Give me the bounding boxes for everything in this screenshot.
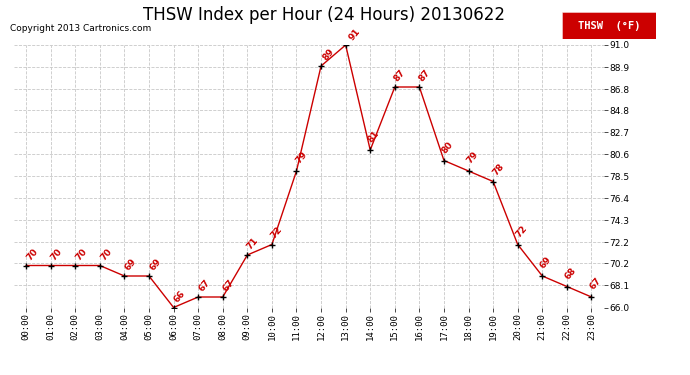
Text: 70: 70 <box>74 246 89 262</box>
Text: 67: 67 <box>221 278 237 293</box>
Text: Copyright 2013 Cartronics.com: Copyright 2013 Cartronics.com <box>10 24 152 33</box>
Text: 79: 79 <box>294 150 309 166</box>
Text: 69: 69 <box>539 255 553 271</box>
Text: 87: 87 <box>393 68 407 83</box>
Text: 80: 80 <box>440 140 455 155</box>
Text: 81: 81 <box>366 129 382 145</box>
Text: 70: 70 <box>25 246 40 262</box>
Text: THSW  (°F): THSW (°F) <box>578 21 640 31</box>
Text: 69: 69 <box>124 257 138 272</box>
Text: 67: 67 <box>588 276 603 292</box>
Text: 72: 72 <box>514 224 529 239</box>
Text: 89: 89 <box>321 46 336 62</box>
Text: 78: 78 <box>491 162 506 177</box>
Text: 72: 72 <box>269 225 284 240</box>
Text: 79: 79 <box>465 150 480 166</box>
Text: 66: 66 <box>172 288 187 304</box>
Text: 68: 68 <box>563 266 578 281</box>
Text: 87: 87 <box>417 68 432 83</box>
Text: 71: 71 <box>245 236 260 251</box>
Text: 69: 69 <box>148 257 163 272</box>
Text: 91: 91 <box>347 26 362 42</box>
Text: 67: 67 <box>197 278 212 293</box>
Text: THSW Index per Hour (24 Hours) 20130622: THSW Index per Hour (24 Hours) 20130622 <box>144 6 505 24</box>
Text: 70: 70 <box>99 246 114 262</box>
Text: 70: 70 <box>50 246 64 262</box>
